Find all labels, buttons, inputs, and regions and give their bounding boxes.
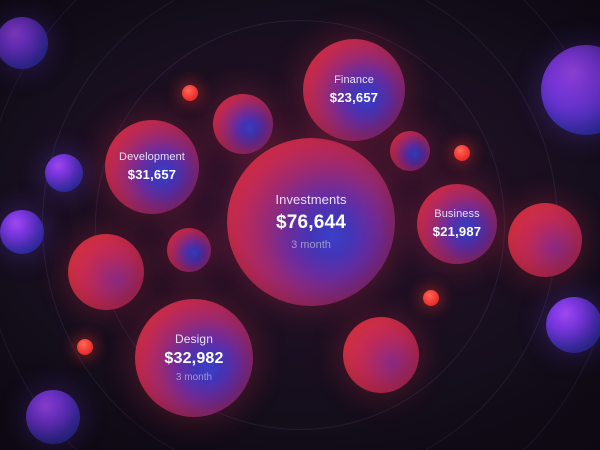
bubble-value: $31,657 <box>127 166 177 182</box>
bubble-decorative <box>541 45 600 135</box>
accent-dot <box>454 145 470 161</box>
bubble-decorative <box>45 154 83 192</box>
accent-dot <box>182 85 198 101</box>
bubble-period: 3 month <box>291 238 331 251</box>
bubble-finance[interactable]: Finance $23,657 <box>303 39 405 141</box>
accent-dot <box>77 339 93 355</box>
bubble-period: 3 month <box>175 371 213 383</box>
bubble-label: Development <box>119 151 185 163</box>
bubble-decorative <box>26 390 80 444</box>
bubble-decorative <box>167 228 211 272</box>
bubble-decorative <box>213 94 273 154</box>
bubble-business[interactable]: Business $21,987 <box>417 184 497 264</box>
bubble-decorative <box>390 131 430 171</box>
bubble-investments[interactable]: Investments $76,644 3 month <box>227 138 395 306</box>
bubble-decorative <box>0 210 44 254</box>
bubble-value: $21,987 <box>432 223 482 239</box>
bubble-decorative <box>343 317 419 393</box>
bubble-decorative <box>68 234 144 310</box>
bubble-value: $76,644 <box>275 211 347 233</box>
bubble-decorative <box>0 17 48 69</box>
bubble-decorative <box>508 203 582 277</box>
bubble-label: Business <box>434 208 480 220</box>
bubble-development[interactable]: Development $31,657 <box>105 120 199 214</box>
bubble-label: Design <box>175 331 213 346</box>
accent-dot <box>423 290 439 306</box>
bubble-decorative <box>546 297 600 353</box>
bubble-value: $32,982 <box>164 349 224 367</box>
bubble-design[interactable]: Design $32,982 3 month <box>135 299 253 417</box>
bubble-label: Finance <box>334 74 374 86</box>
bubble-label: Investments <box>275 191 347 207</box>
bubble-value: $23,657 <box>329 89 379 105</box>
